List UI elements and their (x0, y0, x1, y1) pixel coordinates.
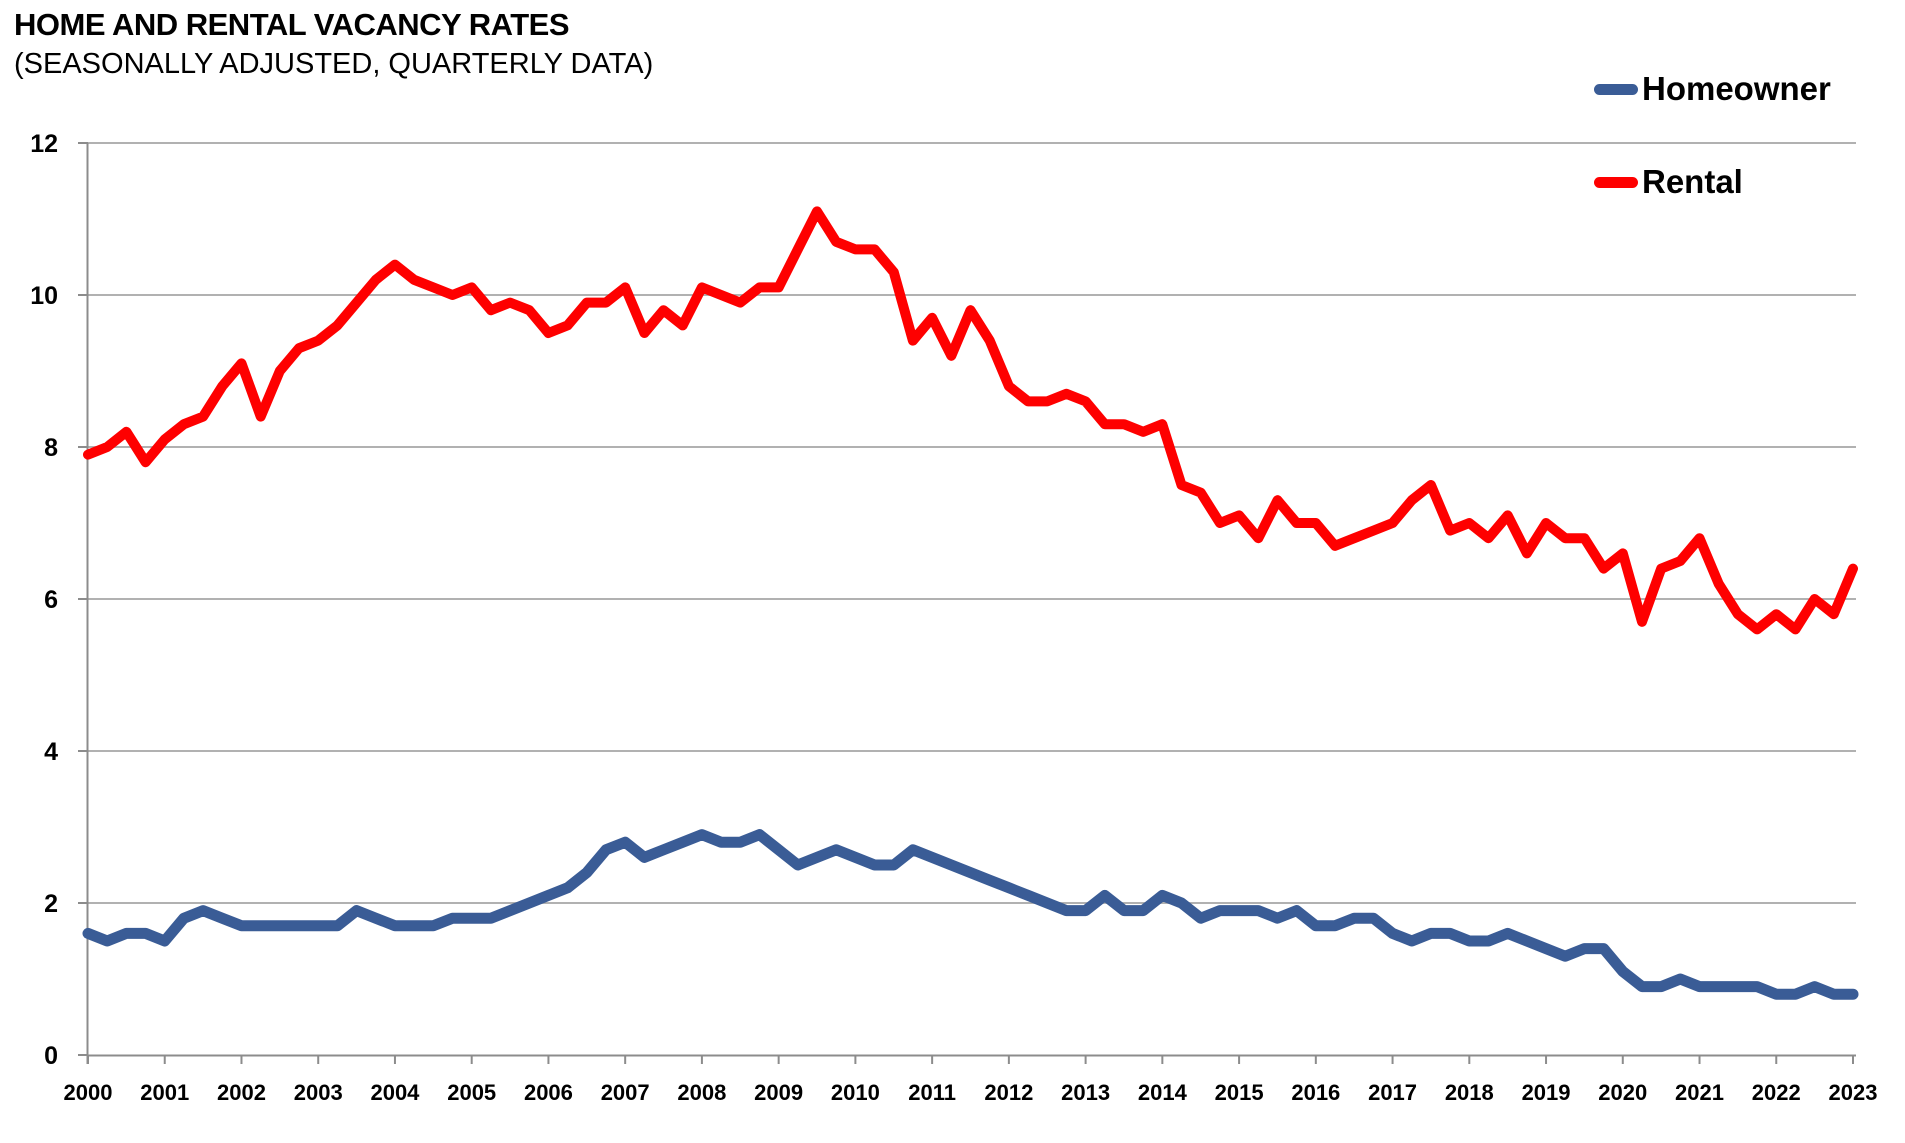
x-tick-label: 2004 (370, 1080, 420, 1105)
title-block: HOME AND RENTAL VACANCY RATES (SEASONALL… (14, 6, 653, 84)
rental-line-swatch (1594, 176, 1638, 188)
y-tick-label: 4 (44, 738, 58, 766)
legend-item-rental: Rental (1594, 163, 1743, 201)
x-tick-label: 2013 (1061, 1080, 1110, 1105)
rental-line (83, 206, 1858, 635)
x-tick-label: 2023 (1829, 1080, 1878, 1105)
y-tick-label: 2 (44, 890, 58, 918)
y-tick-label: 10 (30, 282, 58, 310)
x-tick-label: 2014 (1138, 1080, 1188, 1105)
homeowner-line (82, 829, 1859, 1000)
x-tick-label: 2017 (1368, 1080, 1417, 1105)
x-tick-label: 2021 (1675, 1080, 1724, 1105)
x-tick-label: 2003 (294, 1080, 343, 1105)
x-tick-label: 2006 (524, 1080, 573, 1105)
x-tick-label: 2022 (1752, 1080, 1801, 1105)
x-tick-label: 2019 (1522, 1080, 1571, 1105)
legend-label-homeowner: Homeowner (1642, 70, 1831, 107)
y-tick-label: 0 (44, 1042, 58, 1070)
x-tick-label: 2012 (984, 1080, 1033, 1105)
x-tick-label: 2002 (217, 1080, 266, 1105)
legend-item-homeowner: Homeowner (1594, 70, 1831, 108)
x-tick-label: 2016 (1291, 1080, 1340, 1105)
x-tick-label: 2011 (908, 1080, 956, 1105)
legend-label-rental: Rental (1642, 163, 1743, 200)
x-tick-label: 2009 (754, 1080, 803, 1105)
chart-title: HOME AND RENTAL VACANCY RATES (14, 7, 570, 42)
x-tick-label: 2015 (1215, 1080, 1264, 1105)
x-tick-label: 2020 (1598, 1080, 1647, 1105)
x-tick-label: 2007 (601, 1080, 650, 1105)
y-tick-label: 8 (44, 434, 58, 462)
y-tick-label: 12 (30, 130, 58, 158)
x-tick-label: 2001 (140, 1080, 189, 1105)
chart-subtitle: (SEASONALLY ADJUSTED, QUARTERLY DATA) (14, 47, 654, 80)
x-tick-label: 2018 (1445, 1080, 1494, 1105)
x-tick-label: 2010 (831, 1080, 880, 1105)
x-tick-label: 2008 (677, 1080, 726, 1105)
homeowner-line-swatch (1594, 83, 1638, 95)
x-tick-label: 2005 (447, 1080, 496, 1105)
x-tick-label: 2000 (64, 1080, 113, 1105)
y-tick-label: 6 (44, 586, 58, 614)
